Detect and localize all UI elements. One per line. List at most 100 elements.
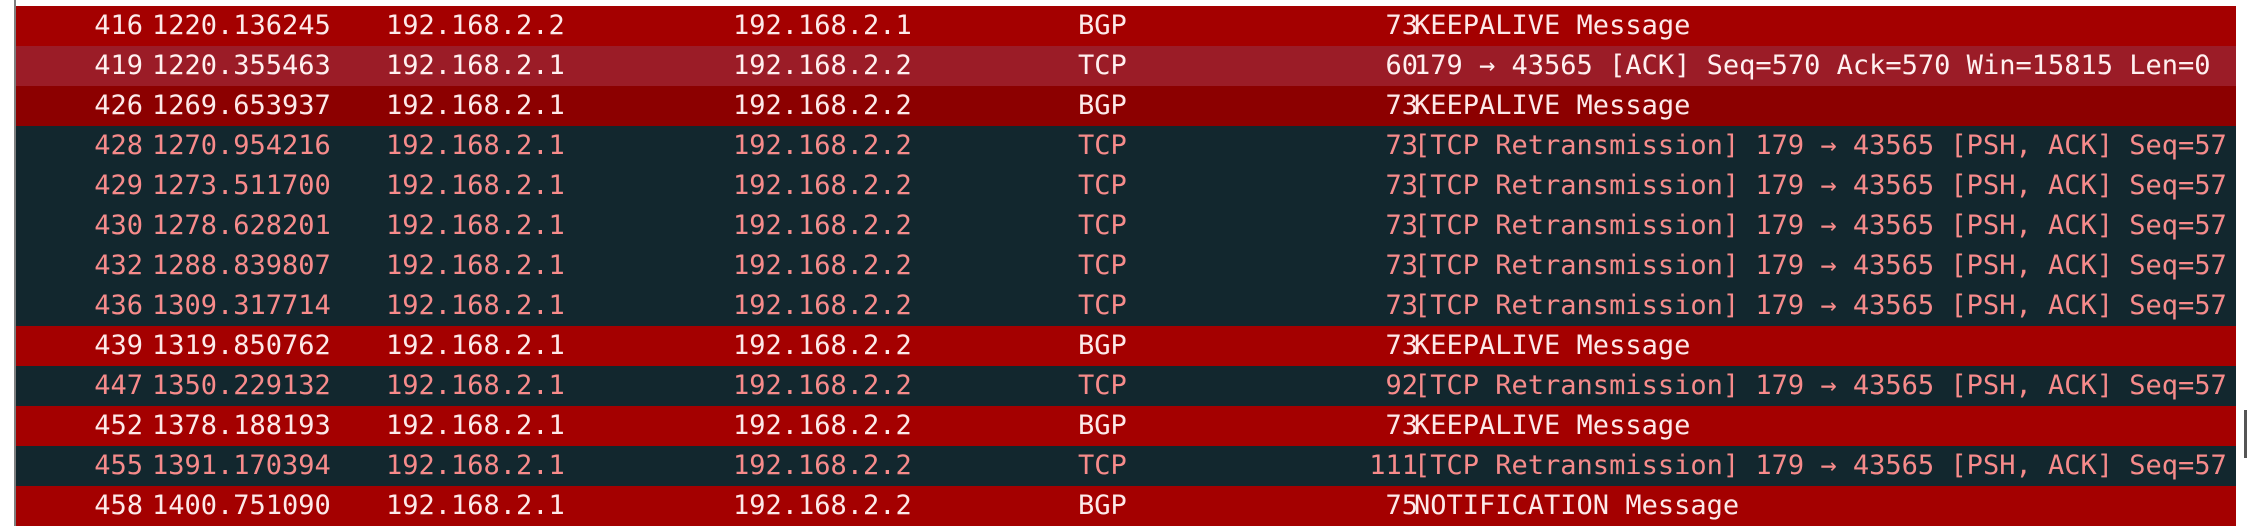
packet-protocol: TCP bbox=[1078, 130, 1127, 161]
packet-protocol: TCP bbox=[1078, 210, 1127, 241]
packet-row[interactable]: 436 1309.317714 192.168.2.1 192.168.2.2 TCP 7… bbox=[16, 286, 2236, 326]
packet-protocol: BGP bbox=[1078, 410, 1127, 441]
packet-protocol: BGP bbox=[1078, 90, 1127, 121]
packet-length: 60 bbox=[1385, 50, 1418, 81]
packet-info: [TCP Retransmission] 179 → 43565 [PSH, A… bbox=[1414, 210, 2227, 241]
packet-length: 75 bbox=[1385, 490, 1418, 521]
packet-info: KEEPALIVE Message bbox=[1414, 330, 1691, 361]
packet-info: [TCP Retransmission] 179 → 43565 [PSH, A… bbox=[1414, 450, 2227, 481]
packet-protocol: TCP bbox=[1078, 50, 1127, 81]
packet-row[interactable]: 428 1270.954216 192.168.2.1 192.168.2.2 TCP 7… bbox=[16, 126, 2236, 166]
packet-length: 111 bbox=[1369, 450, 1418, 481]
packet-number: 439 bbox=[94, 330, 143, 361]
packet-time: 1278.628201 bbox=[152, 210, 331, 241]
packet-time: 1220.355463 bbox=[152, 50, 331, 81]
packet-row[interactable]: 426 1269.653937 192.168.2.1 192.168.2.2 BGP 7… bbox=[16, 86, 2236, 126]
packet-time: 1391.170394 bbox=[152, 450, 331, 481]
packet-length: 73 bbox=[1385, 210, 1418, 241]
packet-info: KEEPALIVE Message bbox=[1414, 410, 1691, 441]
packet-time: 1288.839807 bbox=[152, 250, 331, 281]
packet-number: 455 bbox=[94, 450, 143, 481]
packet-number: 430 bbox=[94, 210, 143, 241]
packet-length: 92 bbox=[1385, 370, 1418, 401]
packet-protocol: TCP bbox=[1078, 370, 1127, 401]
packet-row[interactable]: 432 1288.839807 192.168.2.1 192.168.2.2 TCP 7… bbox=[16, 246, 2236, 286]
packet-protocol: BGP bbox=[1078, 330, 1127, 361]
packet-source: 192.168.2.1 bbox=[386, 330, 565, 361]
packet-protocol: TCP bbox=[1078, 290, 1127, 321]
scrollbar-thumb[interactable] bbox=[2244, 410, 2247, 458]
packet-destination: 192.168.2.2 bbox=[733, 410, 912, 441]
scrollbar[interactable] bbox=[2236, 0, 2250, 526]
packet-info: KEEPALIVE Message bbox=[1414, 10, 1691, 41]
packet-row[interactable]: 430 1278.628201 192.168.2.1 192.168.2.2 TCP 7… bbox=[16, 206, 2236, 246]
packet-protocol: TCP bbox=[1078, 170, 1127, 201]
packet-source: 192.168.2.1 bbox=[386, 410, 565, 441]
packet-info: [TCP Retransmission] 179 → 43565 [PSH, A… bbox=[1414, 250, 2227, 281]
packet-number: 458 bbox=[94, 490, 143, 521]
packet-source: 192.168.2.1 bbox=[386, 210, 565, 241]
gutter-divider bbox=[14, 0, 16, 526]
packet-info: [TCP Retransmission] 179 → 43565 [PSH, A… bbox=[1414, 370, 2227, 401]
packet-source: 192.168.2.1 bbox=[386, 290, 565, 321]
packet-time: 1309.317714 bbox=[152, 290, 331, 321]
packet-destination: 192.168.2.2 bbox=[733, 450, 912, 481]
packet-source: 192.168.2.1 bbox=[386, 90, 565, 121]
packet-length: 73 bbox=[1385, 170, 1418, 201]
packet-number: 426 bbox=[94, 90, 143, 121]
packet-destination: 192.168.2.2 bbox=[733, 50, 912, 81]
packet-number: 452 bbox=[94, 410, 143, 441]
packet-destination: 192.168.2.2 bbox=[733, 490, 912, 521]
packet-time: 1378.188193 bbox=[152, 410, 331, 441]
packet-row[interactable]: 458 1400.751090 192.168.2.1 192.168.2.2 BGP 7… bbox=[16, 486, 2236, 526]
packet-info: NOTIFICATION Message bbox=[1414, 490, 1740, 521]
packet-row[interactable]: 455 1391.170394 192.168.2.1 192.168.2.2 TCP 1… bbox=[16, 446, 2236, 486]
packet-number: 428 bbox=[94, 130, 143, 161]
packet-number: 429 bbox=[94, 170, 143, 201]
packet-info: [TCP Retransmission] 179 → 43565 [PSH, A… bbox=[1414, 290, 2227, 321]
packet-destination: 192.168.2.2 bbox=[733, 170, 912, 201]
packet-source: 192.168.2.1 bbox=[386, 450, 565, 481]
packet-length: 73 bbox=[1385, 130, 1418, 161]
packet-rows: 416 1220.136245 192.168.2.2 192.168.2.1 BGP 7… bbox=[16, 6, 2236, 526]
packet-time: 1273.511700 bbox=[152, 170, 331, 201]
packet-info: 179 → 43565 [ACK] Seq=570 Ack=570 Win=15… bbox=[1414, 50, 2211, 81]
packet-row[interactable]: 439 1319.850762 192.168.2.1 192.168.2.2 BGP 7… bbox=[16, 326, 2236, 366]
packet-destination: 192.168.2.2 bbox=[733, 210, 912, 241]
packet-source: 192.168.2.1 bbox=[386, 170, 565, 201]
packet-row[interactable]: 447 1350.229132 192.168.2.1 192.168.2.2 TCP 9… bbox=[16, 366, 2236, 406]
packet-length: 73 bbox=[1385, 90, 1418, 121]
packet-length: 73 bbox=[1385, 330, 1418, 361]
packet-protocol: TCP bbox=[1078, 450, 1127, 481]
packet-number: 447 bbox=[94, 370, 143, 401]
left-gutter bbox=[0, 0, 16, 526]
packet-protocol: BGP bbox=[1078, 490, 1127, 521]
packet-row[interactable]: 452 1378.188193 192.168.2.1 192.168.2.2 BGP 7… bbox=[16, 406, 2236, 446]
packet-row[interactable]: 419 1220.355463 192.168.2.1 192.168.2.2 TCP 6… bbox=[16, 46, 2236, 86]
packet-length: 73 bbox=[1385, 250, 1418, 281]
packet-destination: 192.168.2.1 bbox=[733, 10, 912, 41]
packet-info: [TCP Retransmission] 179 → 43565 [PSH, A… bbox=[1414, 130, 2227, 161]
packet-destination: 192.168.2.2 bbox=[733, 250, 912, 281]
packet-number: 436 bbox=[94, 290, 143, 321]
packet-source: 192.168.2.2 bbox=[386, 10, 565, 41]
packet-time: 1400.751090 bbox=[152, 490, 331, 521]
packet-time: 1319.850762 bbox=[152, 330, 331, 361]
packet-length: 73 bbox=[1385, 410, 1418, 441]
packet-number: 416 bbox=[94, 10, 143, 41]
packet-source: 192.168.2.1 bbox=[386, 130, 565, 161]
packet-source: 192.168.2.1 bbox=[386, 490, 565, 521]
packet-length: 73 bbox=[1385, 10, 1418, 41]
packet-row[interactable]: 429 1273.511700 192.168.2.1 192.168.2.2 TCP 7… bbox=[16, 166, 2236, 206]
packet-info: [TCP Retransmission] 179 → 43565 [PSH, A… bbox=[1414, 170, 2227, 201]
packet-source: 192.168.2.1 bbox=[386, 370, 565, 401]
packet-time: 1269.653937 bbox=[152, 90, 331, 121]
packet-number: 419 bbox=[94, 50, 143, 81]
packet-time: 1270.954216 bbox=[152, 130, 331, 161]
packet-row[interactable]: 416 1220.136245 192.168.2.2 192.168.2.1 BGP 7… bbox=[16, 6, 2236, 46]
packet-destination: 192.168.2.2 bbox=[733, 370, 912, 401]
packet-time: 1220.136245 bbox=[152, 10, 331, 41]
packet-protocol: TCP bbox=[1078, 250, 1127, 281]
packet-info: KEEPALIVE Message bbox=[1414, 90, 1691, 121]
